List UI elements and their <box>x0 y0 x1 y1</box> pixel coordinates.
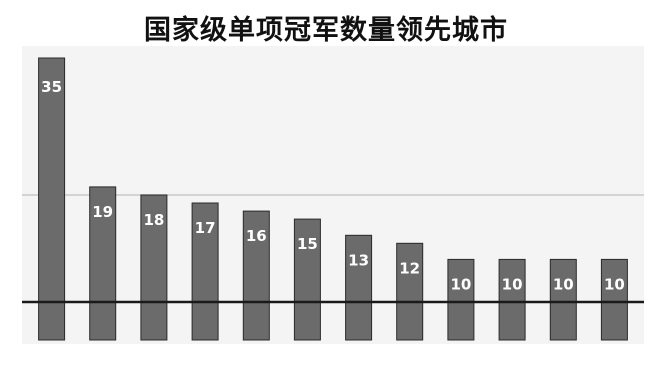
data-label: 19 <box>92 203 113 221</box>
data-label: 17 <box>195 219 216 237</box>
bar <box>191 202 219 341</box>
data-label: 10 <box>502 275 523 293</box>
bar <box>498 258 526 341</box>
chart-title: 国家级单项冠军数量领先城市 <box>144 15 508 46</box>
data-label: 10 <box>553 275 574 293</box>
bar <box>242 210 270 341</box>
bar <box>38 57 66 341</box>
data-label: 35 <box>41 78 62 96</box>
bar <box>140 194 168 341</box>
bar <box>345 234 373 341</box>
bar <box>89 186 117 341</box>
data-label: 18 <box>143 211 164 229</box>
bar <box>396 242 424 341</box>
bar <box>293 218 321 341</box>
data-label: 16 <box>246 227 267 245</box>
bar <box>447 258 475 341</box>
bar <box>549 258 577 341</box>
data-label: 10 <box>604 275 625 293</box>
data-label: 13 <box>348 251 369 269</box>
data-label: 10 <box>450 275 471 293</box>
bar <box>600 258 628 341</box>
data-label: 12 <box>399 259 420 277</box>
data-label: 15 <box>297 235 318 253</box>
